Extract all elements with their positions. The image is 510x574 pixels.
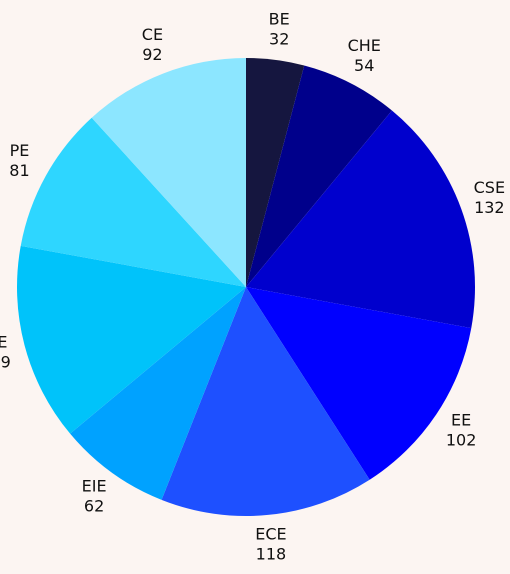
slice-value: 62 xyxy=(84,496,104,515)
slice-value: 32 xyxy=(269,30,289,49)
slice-label: PE xyxy=(10,141,30,160)
slice-label: EIE xyxy=(82,476,107,495)
slice-label: CHE xyxy=(348,36,381,55)
slice-value: 81 xyxy=(9,161,29,180)
slice-label: BE xyxy=(269,10,290,29)
slice-value: 54 xyxy=(354,56,374,75)
chart: BE32 CHE54 CSE132 EE102 ECE118 EIE62 ME109 PE81… xyxy=(0,0,510,574)
slice-value: 102 xyxy=(446,431,477,450)
slice-label: ECE xyxy=(255,524,286,543)
slice-label: CSE xyxy=(474,178,505,197)
slice-value: 92 xyxy=(142,45,162,64)
slice-value: 132 xyxy=(474,198,505,217)
slice-value: 118 xyxy=(256,544,287,563)
page: BE32 CHE54 CSE132 EE102 ECE118 EIE62 ME109 PE81… xyxy=(0,0,510,574)
slice-label: ME xyxy=(0,332,7,351)
slice-value: 109 xyxy=(0,352,11,371)
slice-label: EE xyxy=(451,411,471,430)
slice-label: CE xyxy=(142,25,163,44)
